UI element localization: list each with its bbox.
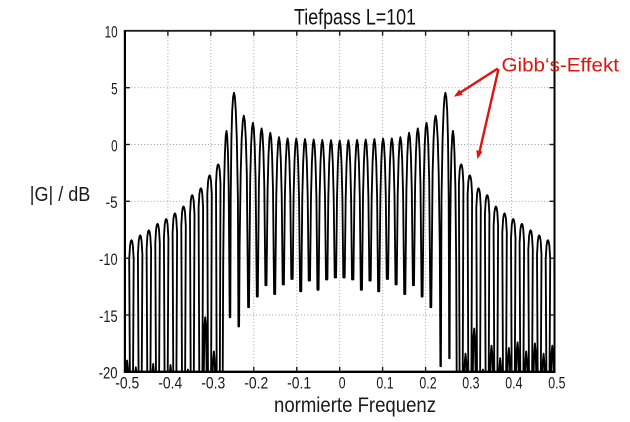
svg-text:-5: -5 xyxy=(106,194,118,212)
svg-text:|G| / dB: |G| / dB xyxy=(30,184,91,206)
svg-text:-0.5: -0.5 xyxy=(115,374,139,392)
svg-text:0.4: 0.4 xyxy=(505,374,522,392)
svg-text:-20: -20 xyxy=(99,365,118,383)
svg-text:-0.4: -0.4 xyxy=(158,374,182,392)
svg-text:10: 10 xyxy=(105,24,118,42)
svg-text:0: 0 xyxy=(339,374,346,392)
svg-text:-10: -10 xyxy=(99,251,118,269)
svg-text:-0.1: -0.1 xyxy=(287,374,311,392)
svg-text:Gibb‘s-Effekt: Gibb‘s-Effekt xyxy=(502,55,620,77)
svg-text:-0.3: -0.3 xyxy=(201,374,225,392)
svg-text:normierte Frequenz: normierte Frequenz xyxy=(274,394,436,417)
svg-text:0.2: 0.2 xyxy=(419,374,436,392)
svg-text:0: 0 xyxy=(111,137,118,155)
svg-text:-15: -15 xyxy=(99,308,118,326)
svg-text:0.5: 0.5 xyxy=(548,374,565,392)
svg-text:5: 5 xyxy=(111,81,118,99)
svg-text:Tiefpass L=101: Tiefpass L=101 xyxy=(294,4,416,29)
svg-text:-0.2: -0.2 xyxy=(244,374,268,392)
svg-text:0.1: 0.1 xyxy=(376,374,393,392)
svg-text:0.3: 0.3 xyxy=(462,374,479,392)
